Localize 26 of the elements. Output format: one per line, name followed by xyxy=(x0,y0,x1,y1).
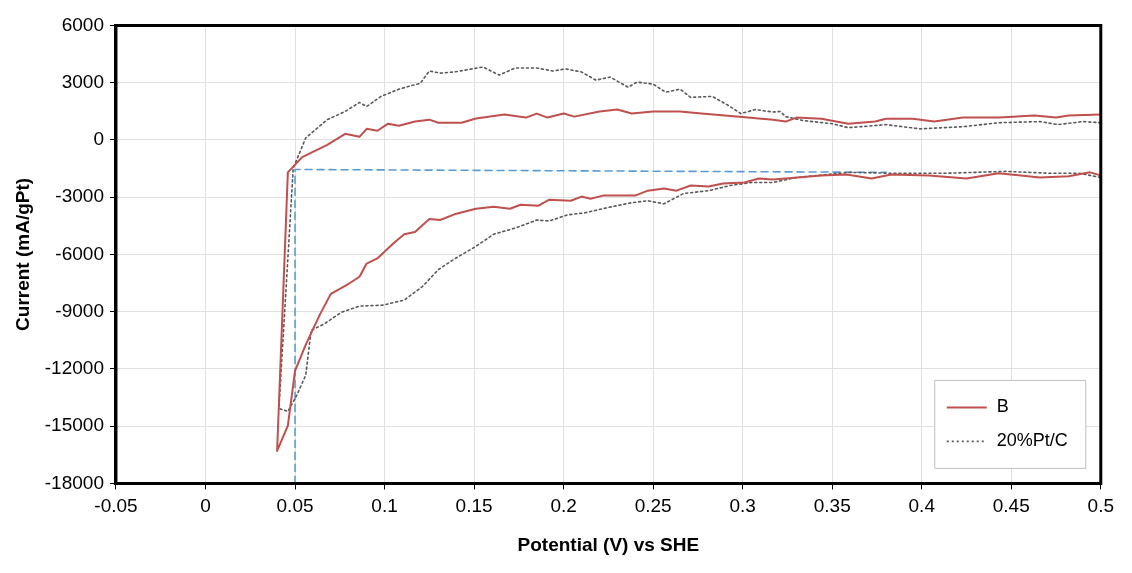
y-tick-label: -15000 xyxy=(44,414,104,436)
y-tick-label: -18000 xyxy=(44,471,104,493)
y-tick-label: -12000 xyxy=(44,357,104,379)
legend-label: 20%Pt/C xyxy=(996,430,1068,451)
x-tick-label: 0.4 xyxy=(908,495,936,517)
x-tick-label: 0 xyxy=(200,495,211,517)
y-tick-label: -9000 xyxy=(55,299,104,321)
y-tick-label: 3000 xyxy=(61,70,104,92)
x-tick-label: -0.05 xyxy=(94,495,138,517)
line-series xyxy=(278,66,1101,413)
y-tick-label: -3000 xyxy=(55,185,104,207)
legend-label: B xyxy=(996,396,1009,417)
y-tick-label: -6000 xyxy=(55,242,104,264)
x-tick-label: 0.1 xyxy=(371,495,398,517)
x-tick-label: 0.05 xyxy=(276,495,314,517)
y-tick-label: 0 xyxy=(93,128,104,150)
y-axis-title: Current (mA/gPt) xyxy=(11,177,33,331)
x-tick-label: 0.2 xyxy=(550,495,577,517)
x-tick-label: 0.45 xyxy=(992,495,1030,517)
x-tick-label: 0.25 xyxy=(634,495,672,517)
x-tick-label: 0.5 xyxy=(1087,495,1114,517)
y-tick-label: 6000 xyxy=(61,13,104,35)
x-tick-label: 0.35 xyxy=(813,495,851,517)
x-tick-label: 0.15 xyxy=(455,495,493,517)
x-tick-label: 0.3 xyxy=(729,495,756,517)
x-axis-title: Potential (V) vs SHE xyxy=(517,533,700,555)
